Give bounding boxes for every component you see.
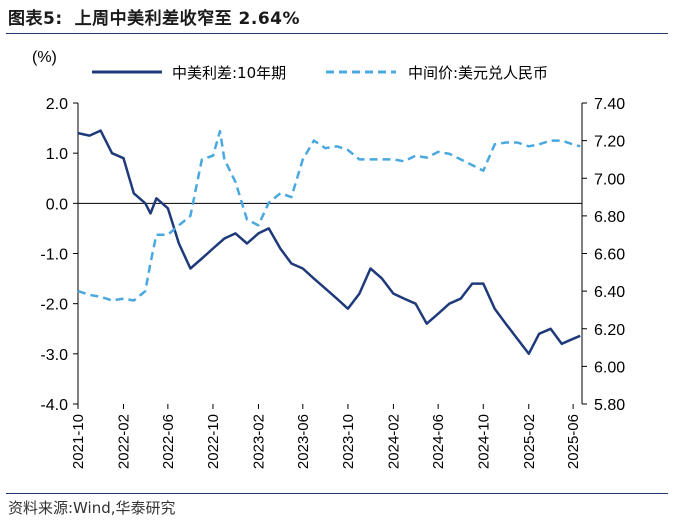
right-tick-label: 7.00 [594, 171, 625, 188]
right-tick-label: 6.00 [594, 359, 625, 376]
right-tick-label: 7.20 [594, 134, 625, 151]
left-tick-label: 2.0 [46, 96, 68, 113]
figure-label: 图表5: [8, 9, 63, 29]
x-tick-label: 2021-10 [70, 414, 87, 469]
x-tick-label: 2022-10 [205, 414, 222, 469]
right-tick-label: 5.80 [594, 397, 625, 414]
x-tick-label: 2024-06 [430, 414, 447, 469]
bottom-rule [6, 493, 668, 494]
x-tick-label: 2024-02 [385, 414, 402, 469]
right-tick-label: 6.60 [594, 247, 625, 264]
left-tick-label: -3.0 [40, 347, 68, 364]
x-tick-label: 2023-02 [250, 414, 267, 469]
x-tick-label: 2025-06 [565, 414, 582, 469]
series-line-fx [77, 129, 581, 302]
x-tick-label: 2022-06 [160, 414, 177, 469]
left-tick-label: -2.0 [40, 297, 68, 314]
x-tick-label: 2024-10 [475, 414, 492, 469]
top-rule [6, 33, 668, 34]
axes: 2.0 1.0 0.0 -1.0 -2.0 -3.0 -4.0 7.40 7.20 7.00 6.8… [40, 96, 625, 469]
legend-label-spread: 中美利差:10年期 [172, 64, 286, 82]
legend: 中美利差:10年期 中间价:美元兑人民币 [92, 64, 548, 82]
left-tick-label: 1.0 [46, 146, 68, 163]
left-axis-unit: (%) [32, 49, 57, 66]
right-tick-label: 6.40 [594, 284, 625, 301]
title-text: 上周中美利差收窄至 2.64% [74, 9, 301, 29]
x-tick-label: 2023-06 [295, 414, 312, 469]
right-tick-label: 6.20 [594, 322, 625, 339]
series-line-spread [77, 129, 581, 356]
x-tick-label: 2023-10 [340, 414, 357, 469]
x-tick-label: 2022-02 [115, 414, 132, 469]
chart-title: 图表5: 上周中美利差收窄至 2.64% [8, 4, 300, 29]
right-tick-label: 7.40 [594, 96, 625, 113]
right-tick-label: 6.80 [594, 209, 625, 226]
series-lines [77, 129, 581, 356]
source-note: 资料来源:Wind,华泰研究 [8, 499, 176, 517]
x-tick-label: 2025-02 [521, 414, 538, 469]
left-tick-label: -4.0 [40, 397, 68, 414]
left-tick-label: -1.0 [40, 247, 68, 264]
left-tick-label: 0.0 [46, 196, 68, 213]
legend-label-fx: 中间价:美元兑人民币 [408, 64, 548, 82]
